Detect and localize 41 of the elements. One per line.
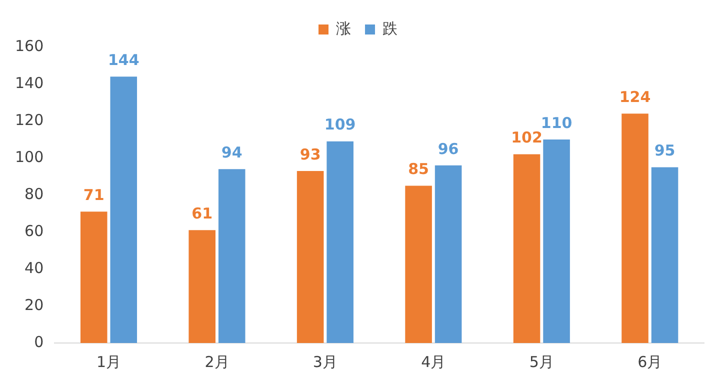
bar	[296, 170, 324, 343]
data-label: 96	[438, 140, 459, 158]
x-tick-label: 4月	[421, 352, 446, 371]
data-label: 71	[83, 186, 104, 204]
data-label: 94	[221, 143, 242, 162]
y-tick-label: 120	[14, 110, 44, 129]
data-label: 85	[408, 160, 429, 178]
bar	[188, 230, 216, 343]
x-tick-label: 3月	[312, 352, 338, 371]
bar	[218, 169, 246, 343]
data-label: 93	[300, 145, 321, 164]
x-tick-label: 6月	[638, 352, 662, 371]
y-tick-label: 40	[24, 258, 44, 277]
bar	[405, 186, 432, 343]
data-label: 61	[192, 204, 213, 223]
x-tick-label: 1月	[96, 352, 122, 371]
bar	[622, 114, 648, 343]
data-label: 124	[619, 88, 651, 106]
bar	[513, 154, 540, 343]
bar	[326, 141, 354, 343]
data-label: 95	[654, 142, 676, 160]
data-label: 110	[540, 114, 572, 132]
bar	[543, 140, 570, 343]
legend-label: 涨	[336, 19, 351, 38]
y-tick-label: 140	[14, 74, 44, 92]
x-tick-label: 2月	[204, 352, 230, 371]
bar	[110, 76, 138, 343]
y-tick-label: 20	[24, 296, 44, 314]
data-label: 144	[108, 50, 140, 69]
bar	[651, 167, 678, 343]
data-label: 102	[511, 128, 542, 147]
y-tick-label: 0	[34, 332, 44, 351]
x-tick-label: 5月	[529, 352, 554, 371]
data-label: 109	[324, 116, 356, 134]
y-tick-label: 100	[14, 148, 44, 166]
bar	[434, 165, 462, 343]
y-tick-label: 80	[24, 184, 44, 203]
y-tick-label: 60	[24, 222, 44, 240]
bar	[80, 212, 108, 343]
y-tick-label: 160	[14, 36, 44, 55]
legend-label: 跌	[382, 19, 398, 38]
